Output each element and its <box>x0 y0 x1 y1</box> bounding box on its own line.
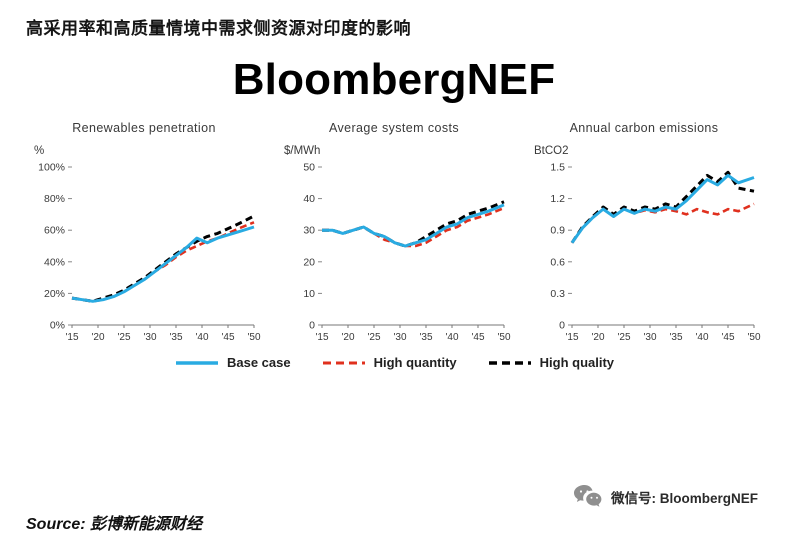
chart-title: Renewables penetration <box>72 121 216 135</box>
chart-plot: % 0% 20% 40% 60% 80% 100% '15 '20 '25 '30 '35 '40 '45… <box>34 145 261 343</box>
series-high-quantity <box>570 202 755 244</box>
x-tick-label: '45 <box>471 332 484 343</box>
chart-annual-carbon-emissions: Annual carbon emissions BtCO2 0 0.3 0.6 0.9 1… <box>524 121 764 351</box>
chart-canvas: % 0% 20% 40% 60% 80% 100% '15 '20 '25 '30 '35 '40 '45… <box>26 137 262 351</box>
legend-label: High quantity <box>373 355 457 370</box>
y-tick-label: 0.6 <box>550 256 565 268</box>
x-tick-label: '50 <box>247 332 260 343</box>
x-tick-label: '45 <box>721 332 734 343</box>
x-tick-label: '20 <box>341 332 354 343</box>
chart-plot: $/MWh 0 10 20 30 40 50 '15 '20 '25 '30 '35 '40 '45 '50 <box>284 145 511 343</box>
series-base-case <box>570 173 755 244</box>
y-tick-label: 100% <box>38 162 65 174</box>
axis-unit-label: % <box>34 145 44 157</box>
wechat-badge: 微信号: BloombergNEF <box>573 484 758 510</box>
wechat-text: 微信号: BloombergNEF <box>611 491 758 506</box>
y-tick-label: 1.2 <box>550 193 565 205</box>
y-tick-label: 0% <box>50 320 65 332</box>
x-tick-label: '15 <box>315 332 328 343</box>
x-tick-label: '25 <box>367 332 380 343</box>
y-tick-label: 1.5 <box>550 162 565 174</box>
legend-item-high-quantity: High quantity <box>321 355 457 370</box>
x-tick-label: '25 <box>617 332 630 343</box>
y-tick-label: 0.9 <box>550 225 565 237</box>
legend-line-high-quantity <box>322 361 365 364</box>
chart-title: Annual carbon emissions <box>569 121 719 135</box>
y-tick-label: 0 <box>309 320 315 332</box>
x-tick-label: '25 <box>117 332 130 343</box>
x-tick-label: '35 <box>419 332 432 343</box>
y-tick-label: 60% <box>44 225 65 237</box>
wechat-icon <box>574 485 602 507</box>
y-tick-label: 0 <box>559 320 565 332</box>
y-tick-label: 50 <box>303 162 315 174</box>
chart-canvas: BtCO2 0 0.3 0.6 0.9 1.2 1.5 '15 '20 '25 '30 '35 '40 '… <box>526 137 762 351</box>
chart-title: Average system costs <box>328 121 460 135</box>
source-text: Source: 彭博新能源财经 <box>26 516 203 533</box>
chart-canvas: $/MWh 0 10 20 30 40 50 '15 '20 '25 '30 '35 '40 '45 '50 <box>276 137 512 351</box>
y-tick-label: 20% <box>44 288 65 300</box>
x-tick-label: '30 <box>643 332 656 343</box>
x-tick-label: '30 <box>393 332 406 343</box>
brand-title: BloombergNEF <box>232 55 556 104</box>
series-high-quality <box>71 214 255 303</box>
x-tick-label: '35 <box>669 332 682 343</box>
chart-plot: BtCO2 0 0.3 0.6 0.9 1.2 1.5 '15 '20 '25 '30 '35 '40 '… <box>534 145 761 343</box>
legend-line-high-quality <box>488 360 531 365</box>
charts-row: Renewables penetration % 0% 20% 40% 60% 80% 10… <box>0 121 788 351</box>
series-base-case <box>322 203 505 248</box>
series-base-case <box>71 225 255 303</box>
x-tick-label: '45 <box>221 332 234 343</box>
x-tick-label: '50 <box>497 332 510 343</box>
x-tick-label: '50 <box>747 332 760 343</box>
chart-average-system-costs: Average system costs $/MWh 0 10 20 30 40 50 '15… <box>274 121 514 351</box>
legend-label: High quality <box>539 355 615 370</box>
x-tick-label: '15 <box>65 332 78 343</box>
x-tick-label: '20 <box>591 332 604 343</box>
legend-line-base-case <box>175 360 218 365</box>
x-tick-label: '40 <box>445 332 458 343</box>
series-high-quality <box>570 170 755 244</box>
y-tick-label: 0.3 <box>550 288 565 300</box>
x-tick-label: '40 <box>695 332 708 343</box>
legend: Base case High quantity High quality <box>0 355 788 370</box>
footer: Source: 彭博新能源财经 微信号: BloombergNEF <box>0 484 788 544</box>
y-tick-label: 80% <box>44 193 65 205</box>
axis-unit-label: BtCO2 <box>534 145 569 157</box>
page-title-zh: 高采用率和高质量情境中需求侧资源对印度的影响 <box>26 19 411 38</box>
x-tick-label: '20 <box>91 332 104 343</box>
y-tick-label: 40% <box>44 256 65 268</box>
x-tick-label: '15 <box>565 332 578 343</box>
legend-item-high-quality: High quality <box>487 355 614 370</box>
legend-label: Base case <box>226 355 291 370</box>
x-tick-label: '40 <box>195 332 208 343</box>
series-high-quantity <box>322 206 505 248</box>
y-tick-label: 20 <box>303 256 315 268</box>
y-tick-label: 30 <box>303 225 315 237</box>
series-high-quality <box>322 200 505 248</box>
y-tick-label: 40 <box>303 193 315 205</box>
axis-unit-label: $/MWh <box>284 145 320 157</box>
x-tick-label: '30 <box>143 332 156 343</box>
x-tick-label: '35 <box>169 332 182 343</box>
y-tick-label: 10 <box>303 288 315 300</box>
chart-renewables-penetration: Renewables penetration % 0% 20% 40% 60% 80% 10… <box>24 121 264 351</box>
legend-item-base-case: Base case <box>174 355 291 370</box>
